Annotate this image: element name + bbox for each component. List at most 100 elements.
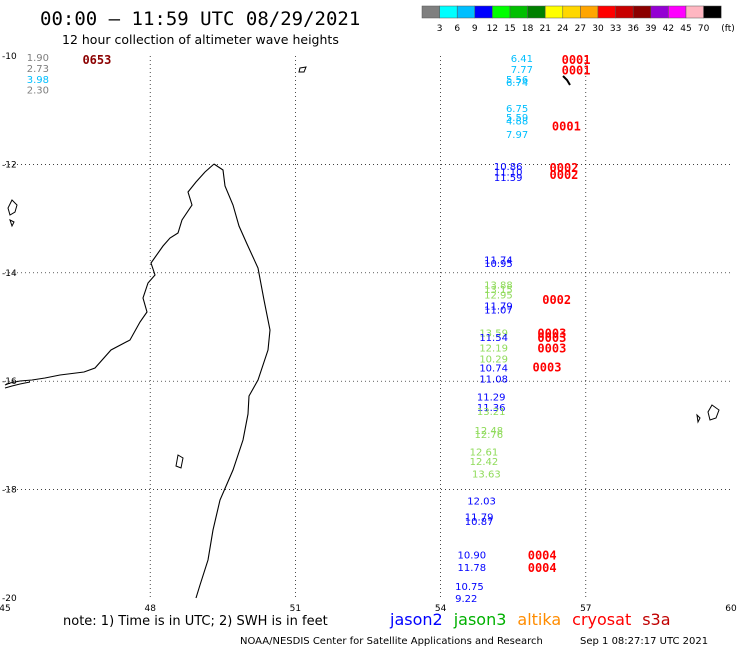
page-subtitle: 12 hour collection of altimeter wave hei… [62,32,339,47]
wave-height-value: 13.88 [484,281,513,292]
small-island-west-2 [9,219,15,228]
map-area: 45 48 51 54 57 60 -10 -12 -14 -16 -18 -20 1.902.733… [0,52,737,614]
wave-height-value: 13.21 [477,407,506,418]
color-scale-label: 21 [539,24,550,34]
color-scale-label: 36 [627,24,639,34]
observation-time: 0003 [537,331,566,345]
wave-height-value: 9.22 [455,594,477,605]
observation-time: 0003 [537,327,566,341]
wave-height-value: 11.78 [458,563,487,574]
wave-height-value: 10.95 [484,259,513,270]
wave-height-value: 11.07 [484,306,513,317]
color-scale-label: 70 [698,24,710,34]
legend-entry-jason2: jason2 [389,610,443,629]
wave-height-value: 13.15 [484,285,513,296]
color-scale-label: 6 [454,24,460,34]
color-scale-label: 27 [575,24,586,34]
color-scale-label: 24 [557,24,569,34]
credit-timestamp: Sep 1 08:27:17 UTC 2021 [580,636,708,647]
wave-height-value: 13.59 [479,328,508,339]
latitude-tick-label: -14 [2,269,17,279]
color-scale-label: 39 [645,24,657,34]
wave-height-value: 6.74 [506,78,528,89]
longitude-tick-label: 57 [580,604,591,614]
longitude-tick-label: 60 [725,604,737,614]
wave-height-value: 11.74 [484,255,513,266]
wave-height-value: 10.74 [479,364,508,375]
color-scale-label: 18 [522,24,534,34]
madagascar-west-coast [4,163,215,386]
wave-height-value: 11.79 [465,513,494,524]
color-scale-swatch [580,5,599,19]
observation-time: 0003 [533,361,562,375]
small-island-east [696,413,701,424]
color-scale-swatch [544,5,564,19]
wave-height-value: 4.88 [506,116,528,127]
footnote: note: 1) Time is in UTC; 2) SWH is in fe… [63,614,328,629]
wave-height-value: 11.29 [477,392,506,403]
color-scale-label: 15 [504,24,515,34]
color-scale-swatch [668,5,687,19]
wave-height-value: 12.42 [470,457,499,468]
latitude-tick-label: -20 [2,594,17,604]
small-island-channel [175,454,184,469]
wave-height-value: 10.90 [458,551,487,562]
legend-entry-s3a: s3a [642,610,670,629]
longitude-tick-label: 51 [290,604,301,614]
legend-entry-cryosat: cryosat [572,610,631,629]
color-scale-swatch [439,5,458,19]
longitude-tick-label: 54 [435,604,447,614]
color-scale-unit: (ft) [721,24,735,34]
legend-entry-jason3: jason3 [453,610,507,629]
credit-organization: NOAA/NESDIS Center for Satellite Applica… [240,636,543,647]
color-scale-swatch [509,5,528,19]
page-title: 00:00 – 11:59 UTC 08/29/2021 [40,8,360,30]
wave-height-value: 2.73 [27,64,49,75]
color-scale-swatch [527,5,546,19]
color-scale-swatch [703,5,722,19]
longitude-tick-label: 45 [0,604,11,614]
wave-height-value: 12.48 [474,426,503,437]
color-scale-label: 3 [437,24,443,34]
observation-time: 0002 [550,161,579,175]
color-scale-swatch [685,5,704,19]
color-scale-swatch [492,5,511,19]
wave-height-value: 11.79 [484,301,513,312]
observation-time: 0001 [562,64,591,78]
wave-height-value: 3.98 [27,75,49,86]
wave-height-value: 6.41 [511,54,533,65]
wave-height-value: 12.03 [467,496,496,507]
wave-height-value: 5.56 [506,75,528,86]
wave-height-value: 10.87 [465,517,494,528]
wave-height-value: 11.08 [479,374,508,385]
small-island-north [298,66,307,73]
wave-height-readings: 1.902.733.982.30 6.417.775.566.74 6.755.59… [27,53,533,605]
observation-time: 0653 [82,53,111,67]
observation-time: 0003 [537,342,566,356]
color-scale-label: 45 [680,24,691,34]
color-scale-swatch [562,5,581,19]
legend-entry-altika: altika [517,610,561,629]
color-scale-swatch [597,5,616,19]
observation-time: 0004 [528,561,557,575]
wave-height-value: 12.19 [479,344,508,355]
color-scale-label: 33 [610,24,621,34]
wave-height-value: 13.63 [472,469,501,480]
madagascar-north-coast [195,163,271,599]
wave-height-value: 11.36 [477,403,506,414]
observation-time: 0004 [528,549,557,563]
color-scale-label: 42 [663,24,674,34]
reunion-mauritius-islands [707,404,720,421]
color-scale-label: 9 [472,24,478,34]
observation-time: 0001 [562,53,591,67]
longitude-tick-label: 48 [144,604,156,614]
latitude-tick-label: -16 [2,377,17,387]
color-scale-swatch [474,5,493,19]
color-scale-label: 30 [592,24,604,34]
wave-height-value: 12.76 [474,430,503,441]
wave-height-value: 11.54 [479,333,508,344]
color-scale-label: 12 [487,24,498,34]
wave-height-value: 2.30 [27,86,49,97]
observation-time: 0001 [552,119,581,133]
